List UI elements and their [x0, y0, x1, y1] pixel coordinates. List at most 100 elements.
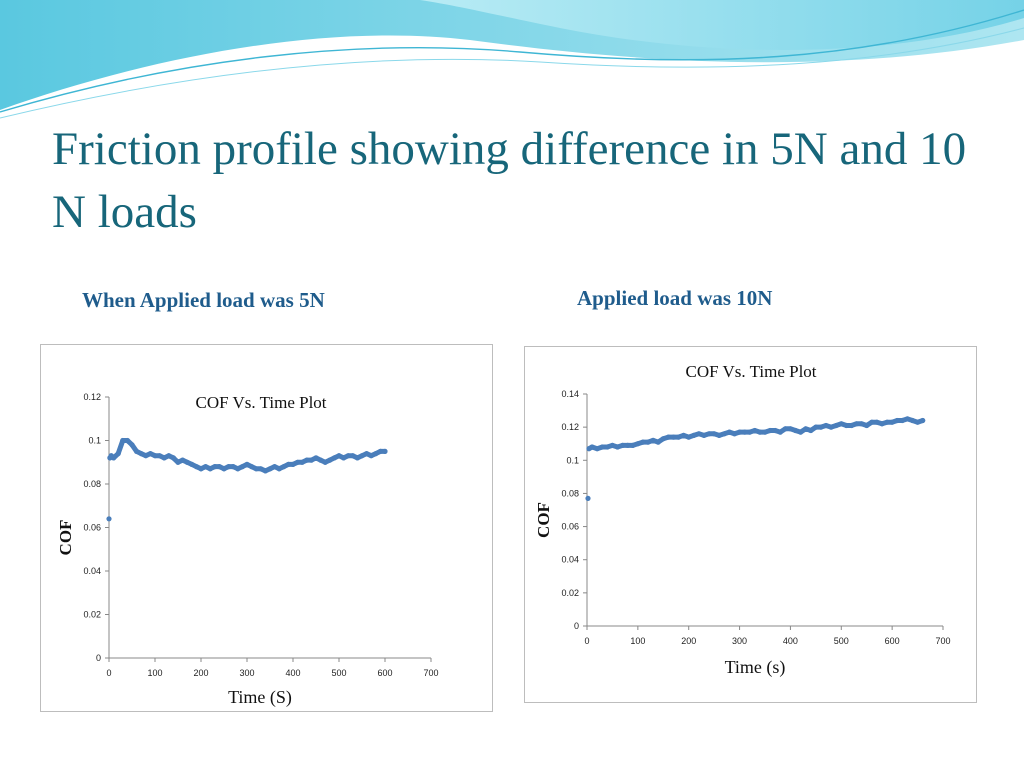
data-point [198, 466, 204, 472]
data-point [318, 457, 324, 463]
data-point [272, 464, 278, 470]
data-point [609, 442, 615, 448]
data-point [281, 464, 287, 470]
data-point [792, 427, 799, 434]
x-tick-label: 200 [681, 636, 696, 646]
data-point [235, 466, 241, 472]
data-point [364, 451, 370, 457]
data-point [625, 442, 631, 448]
data-point [189, 461, 195, 467]
data-point [313, 455, 319, 461]
data-point [711, 431, 717, 437]
data-point [742, 429, 748, 435]
data-point [604, 444, 610, 450]
data-point [767, 427, 773, 434]
y-axis-label: COF [56, 520, 75, 556]
data-point [124, 437, 130, 444]
data-point [285, 461, 291, 467]
cof-plot-10n: 0 0.02 0.04 0.06 0.08 0.1 0.12 0.14 0 100 200 300 40… [534, 362, 951, 678]
x-tick-label: 500 [834, 636, 849, 646]
data-point [336, 453, 342, 459]
y-tick-label: 0.14 [561, 389, 579, 399]
x-tick-label: 300 [732, 636, 747, 646]
data-point [299, 459, 305, 465]
x-tick-label: 100 [147, 668, 162, 678]
data-point [762, 429, 768, 435]
data-point [175, 459, 181, 465]
data-point [249, 464, 255, 470]
data-point [134, 448, 140, 454]
data-point [798, 429, 804, 435]
data-point [354, 455, 360, 461]
data-point [331, 455, 337, 461]
data-point [823, 422, 829, 429]
y-tick-label: 0.08 [561, 488, 579, 498]
y-axis-label: COF [534, 502, 553, 538]
data-point [106, 516, 112, 522]
data-point [833, 422, 839, 429]
data-point [782, 426, 788, 432]
data-point [686, 434, 692, 440]
data-point [777, 429, 783, 435]
data-point [731, 431, 738, 437]
data-point [258, 466, 264, 472]
left-chart-caption: When Applied load was 5N [82, 288, 325, 312]
right-chart-caption: Applied load was 10N [577, 286, 773, 310]
data-point [655, 439, 661, 445]
data-point [308, 457, 314, 463]
x-tick-label: 400 [783, 636, 798, 646]
data-point [864, 422, 870, 429]
cof-plot-5n: 0 0.02 0.04 0.06 0.08 0.1 0.12 0 100 200 300 400 500… [56, 392, 439, 708]
data-point [322, 459, 328, 465]
data-point [879, 421, 885, 427]
data-point [226, 464, 232, 470]
data-point [899, 417, 905, 424]
data-point [594, 446, 600, 452]
data-point [645, 439, 651, 445]
data-point [221, 466, 227, 472]
y-tick-label: 0.04 [83, 566, 101, 576]
data-point [599, 444, 605, 450]
chart-title: COF Vs. Time Plot [685, 362, 816, 381]
x-tick-label: 0 [584, 636, 589, 646]
data-point [747, 429, 753, 435]
cof-chart-5n: 0 0.02 0.04 0.06 0.08 0.1 0.12 0 100 200 300 400 500… [40, 344, 493, 712]
data-point [180, 457, 186, 463]
data-point [129, 442, 135, 448]
x-tick-label: 400 [285, 668, 300, 678]
data-point [721, 431, 727, 437]
data-point [757, 429, 763, 435]
data-point [691, 432, 697, 438]
y-tick-label: 0 [574, 621, 579, 631]
data-point [874, 419, 880, 425]
x-tick-label: 200 [193, 668, 208, 678]
data-point [706, 431, 712, 437]
y-tick-label: 0.06 [83, 523, 101, 533]
data-point [207, 466, 213, 472]
data-point [585, 495, 591, 501]
data-point [212, 464, 218, 470]
data-point [630, 442, 636, 448]
x-tick-label: 600 [377, 668, 392, 678]
data-point [267, 466, 273, 472]
data-point [377, 448, 383, 454]
data-point [859, 421, 865, 427]
chart-title: COF Vs. Time Plot [195, 393, 326, 412]
y-tick-label: 0.08 [83, 479, 101, 489]
data-point [848, 422, 855, 429]
data-point [920, 417, 926, 424]
data-point [111, 455, 117, 461]
y-tick-label: 0 [96, 653, 101, 663]
data-point [665, 434, 671, 440]
data-point [295, 459, 301, 465]
data-point [327, 457, 333, 463]
data-point [640, 439, 646, 445]
data-point [147, 451, 153, 457]
data-point [818, 424, 824, 430]
data-point [368, 453, 374, 459]
data-point [915, 419, 921, 425]
data-point [614, 444, 621, 450]
data-point [193, 464, 199, 470]
data-point [157, 453, 163, 459]
data-point [382, 448, 388, 454]
